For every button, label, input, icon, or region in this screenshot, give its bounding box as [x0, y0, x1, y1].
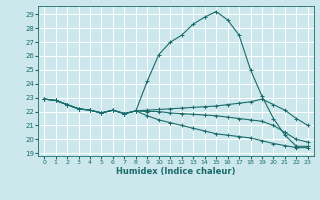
- X-axis label: Humidex (Indice chaleur): Humidex (Indice chaleur): [116, 167, 236, 176]
